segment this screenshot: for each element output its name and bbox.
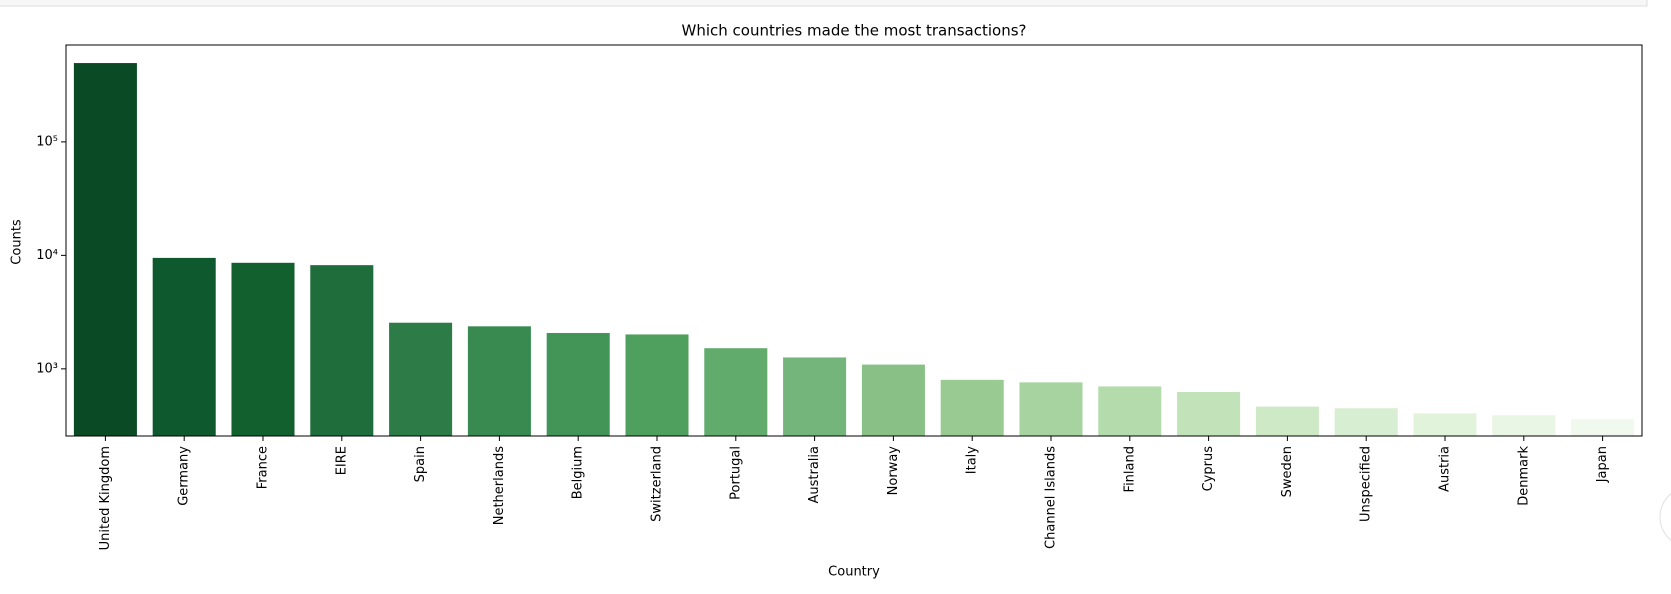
x-tick-label: Norway: [886, 446, 901, 496]
bar: [861, 364, 925, 436]
y-tick-label: 10⁴: [36, 248, 58, 263]
bar: [73, 63, 137, 436]
y-tick-label: 10⁵: [36, 134, 58, 149]
x-tick-label: Sweden: [1280, 446, 1295, 497]
chart-title: Which countries made the most transactio…: [682, 22, 1027, 40]
x-tick-label: Italy: [965, 446, 980, 475]
bar: [1177, 392, 1241, 436]
bar: [1413, 413, 1477, 436]
x-tick-label: Germany: [177, 446, 192, 506]
x-axis-label: Country: [828, 565, 880, 580]
y-axis-label: Counts: [10, 219, 25, 265]
bar: [467, 326, 531, 436]
x-tick-label: Belgium: [571, 446, 586, 499]
x-tick-label: Japan: [1595, 446, 1610, 483]
bar: [231, 262, 295, 436]
bar: [1098, 386, 1162, 436]
bar: [152, 257, 216, 436]
x-tick-label: Unspecified: [1359, 446, 1374, 522]
x-tick-label: United Kingdom: [98, 446, 113, 550]
x-tick-label: Portugal: [728, 446, 743, 500]
bar: [1019, 382, 1083, 436]
bar: [1255, 406, 1319, 436]
bar: [940, 379, 1004, 436]
plot-frame: [65, 44, 1643, 437]
bar: [783, 357, 847, 436]
x-tick-label: Australia: [807, 446, 822, 504]
scroll-handle[interactable]: [1659, 487, 1671, 547]
x-tick-label: Spain: [413, 446, 428, 482]
bar: [310, 265, 374, 436]
x-tick-label: Denmark: [1516, 446, 1531, 506]
bar: [1334, 408, 1398, 436]
bar: [704, 348, 768, 436]
y-tick-label: 10³: [36, 361, 58, 376]
bar: [1571, 419, 1635, 436]
x-tick-label: Finland: [1122, 446, 1137, 492]
x-tick-label: Cyprus: [1201, 446, 1216, 492]
bar: [546, 332, 610, 436]
bar: [625, 334, 689, 436]
x-tick-label: EIRE: [334, 446, 349, 475]
x-tick-label: Netherlands: [492, 446, 507, 525]
bar: [1492, 415, 1556, 436]
x-tick-label: France: [256, 446, 271, 489]
bar: [389, 322, 453, 436]
x-tick-label: Austria: [1438, 446, 1453, 492]
x-tick-label: Channel Islands: [1044, 446, 1059, 549]
cell-border: [0, 0, 1648, 7]
x-tick-label: Switzerland: [650, 446, 665, 522]
